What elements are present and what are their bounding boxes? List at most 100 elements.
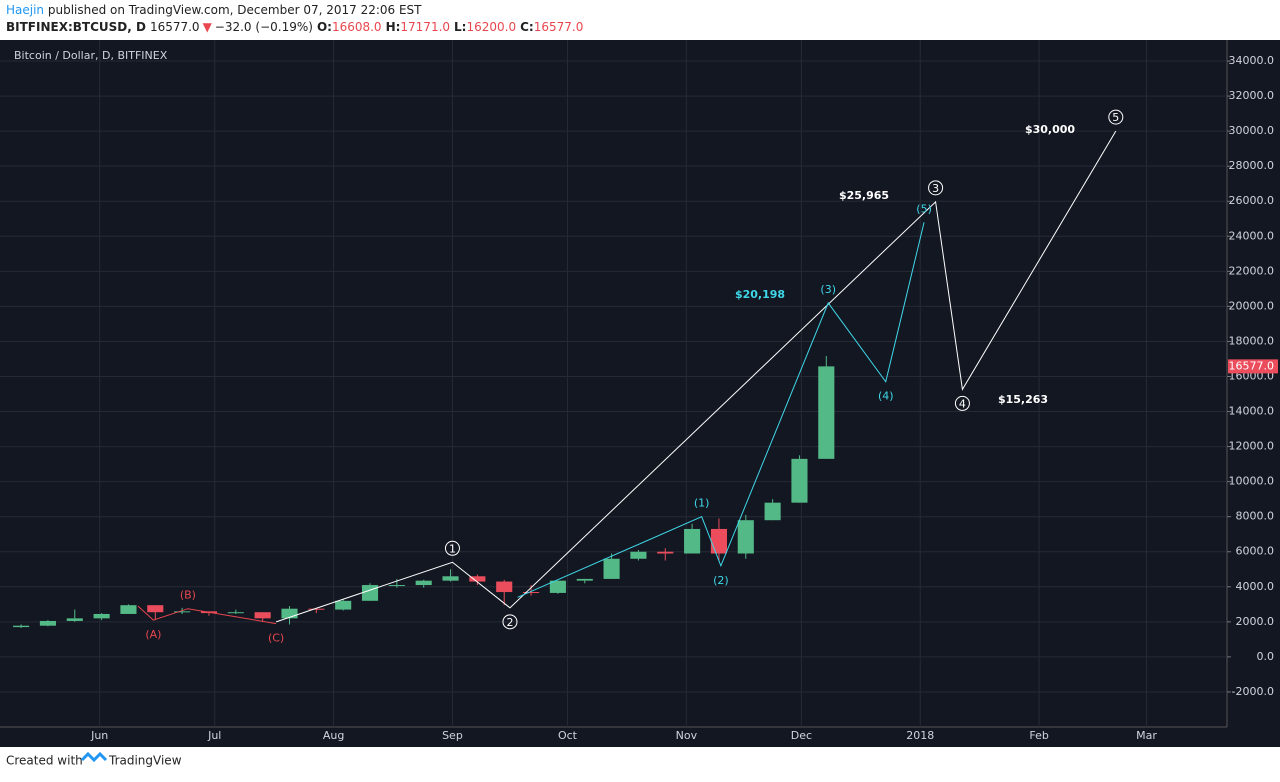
wave-circle (928, 180, 944, 196)
price-label: $30,000 (1025, 123, 1075, 136)
h: 17171.0 (400, 20, 450, 34)
price-label: $20,198 (735, 288, 785, 301)
wave-label: (5) (916, 202, 932, 215)
candle-body (174, 611, 191, 613)
wave-label: (3) (820, 283, 836, 296)
candle-body (496, 581, 513, 593)
x-tick-label: Jun (90, 729, 108, 742)
footer-text: Created with (6, 754, 83, 768)
candle-body (335, 600, 352, 610)
candle-body (93, 613, 110, 619)
x-tick-label: Jul (207, 729, 221, 742)
chart-panel (0, 40, 1280, 747)
y-tick-label: 28000.0 (1229, 159, 1275, 172)
y-tick-label: 14000.0 (1229, 405, 1275, 418)
wave-line (275, 130, 1117, 623)
wave-circle (1108, 109, 1124, 125)
wave-circle (444, 540, 460, 556)
last-price-marker (1228, 359, 1278, 374)
footer-brand[interactable]: TradingView (108, 754, 182, 768)
y-tick-label: 12000.0 (1229, 440, 1275, 453)
y-tick-label: 26000.0 (1229, 194, 1275, 207)
candle-body (576, 578, 593, 581)
candle-body (523, 592, 540, 594)
x-tick-label: Dec (791, 729, 812, 742)
candle-body (254, 612, 271, 619)
candle-body (684, 528, 701, 554)
y-tick-label: 2000.0 (1236, 615, 1275, 628)
x-tick-label: Nov (676, 729, 698, 742)
price-label: $25,965 (839, 189, 889, 202)
o-label: O: (317, 20, 332, 34)
logo (80, 751, 108, 763)
candle-body (630, 551, 647, 559)
candle-body (415, 580, 432, 586)
candle-body (818, 366, 835, 459)
x-tick-label: Sep (442, 729, 463, 742)
wave-label: 4 (959, 397, 966, 410)
x-tick-label: Oct (558, 729, 578, 742)
wave-label: 2 (506, 616, 513, 629)
y-tick-label: 4000.0 (1236, 580, 1275, 593)
y-tick-label: 20000.0 (1229, 299, 1275, 312)
candle-body (39, 620, 56, 626)
candle-body (120, 605, 137, 614)
candle-body (710, 528, 727, 554)
y-tick-label: 18000.0 (1229, 334, 1275, 347)
candle-body (442, 576, 459, 581)
h-label: H: (386, 20, 401, 34)
candle-body (549, 580, 566, 593)
y-tick-label: 32000.0 (1229, 89, 1275, 102)
x-tick-label: Aug (323, 729, 344, 742)
candle-body (764, 502, 781, 521)
x-tick-label: Feb (1029, 729, 1048, 742)
wave-label: 3 (932, 182, 939, 195)
wave-label: (A) (145, 628, 161, 641)
y-tick-label: 24000.0 (1229, 229, 1275, 242)
published: published on TradingView.com, December 0… (44, 3, 422, 17)
y-tick-label: -2000.0 (1232, 685, 1274, 698)
candle-body (147, 605, 164, 613)
candle-body (737, 520, 754, 554)
author[interactable]: Haejin (6, 3, 44, 17)
header-line: Haejin published on TradingView.com, Dec… (6, 3, 422, 17)
x-tick-label: 2018 (906, 729, 934, 742)
candle-body (308, 608, 325, 610)
last-price-label: 16577.0 (1229, 359, 1275, 372)
wave-label: (2) (713, 574, 729, 587)
y-tick-label: 10000.0 (1229, 475, 1275, 488)
candle-body (281, 608, 298, 619)
c: 16577.0 (534, 20, 584, 34)
y-tick-label: 30000.0 (1229, 124, 1275, 137)
y-tick-label: 8000.0 (1236, 510, 1275, 523)
wave-line (137, 605, 277, 625)
candle-body (657, 551, 674, 554)
change: −32.0 (−0.19%) (215, 20, 313, 34)
chart-title: Bitcoin / Dollar, D, BITFINEX (14, 49, 168, 62)
y-tick-label: 0.0 (1257, 650, 1275, 663)
candle-body (227, 612, 244, 614)
candle-body (361, 585, 379, 601)
wave-circle (502, 614, 518, 630)
arrow: ▼ (203, 20, 213, 34)
symbol-line: BITFINEX:BTCUSD, D 16577.0 ▼ −32.0 (−0.19%)… (6, 20, 583, 34)
candle-body (66, 618, 83, 621)
o: 16608.0 (332, 20, 382, 34)
candle-body (469, 576, 486, 582)
wave-label: (1) (694, 497, 710, 510)
y-tick-label: 22000.0 (1229, 264, 1275, 277)
symbol: BITFINEX:BTCUSD, D (6, 20, 146, 34)
candle-body (603, 558, 620, 579)
y-tick-label: 34000.0 (1229, 54, 1275, 67)
wave-label: 1 (449, 542, 456, 555)
y-tick-label: 6000.0 (1236, 545, 1275, 558)
price: 16577.0 (150, 20, 200, 34)
wave-line (517, 222, 925, 598)
candle-body (13, 625, 30, 628)
candle-body (388, 585, 405, 587)
l: 16200.0 (466, 20, 516, 34)
x-tick-label: Mar (1136, 729, 1157, 742)
wave-label: (4) (878, 390, 894, 403)
